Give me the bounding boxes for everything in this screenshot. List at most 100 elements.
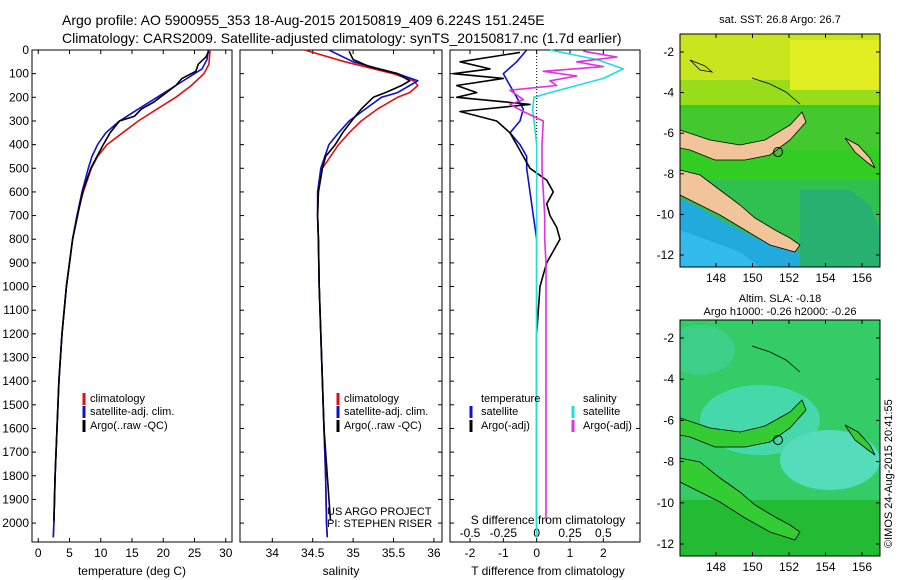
difference-xlabel: T difference from climatology bbox=[471, 564, 625, 578]
sla-map-title-1: Altim. SLA: -0.18 bbox=[739, 293, 822, 305]
salinity-chart: 34 34.5 35 35.5 36 bbox=[240, 49, 442, 560]
x-tick-label: 10 bbox=[94, 546, 108, 560]
y-tick-label: 900 bbox=[9, 256, 29, 270]
series-argo bbox=[53, 50, 210, 521]
y-tick-label: 1800 bbox=[2, 469, 29, 483]
sst-map-title: sat. SST: 26.8 Argo: 26.7 bbox=[719, 14, 841, 26]
map-y-tick-label: -6 bbox=[663, 126, 674, 140]
temperature-legend: climatology satellite-adj. clim. Argo(..… bbox=[82, 393, 174, 432]
y-tick-label: 1600 bbox=[2, 421, 29, 435]
temperature-xlabel: temperature (deg C) bbox=[78, 564, 186, 578]
legend-satellite: satellite-adj. clim. bbox=[90, 406, 174, 418]
y-tick-label: 1000 bbox=[2, 280, 29, 294]
y-tick-label: 2000 bbox=[2, 516, 29, 530]
map-x-tick-label: 150 bbox=[742, 271, 762, 285]
difference-legend: temperature salinity satellite Argo(-adj… bbox=[469, 393, 632, 432]
x-tick-label: 0 bbox=[533, 546, 540, 560]
y-tick-label: 800 bbox=[9, 232, 29, 246]
y-tick-label: 400 bbox=[9, 138, 29, 152]
x-tick-label: 0 bbox=[35, 546, 42, 560]
map-y-tick-label: -10 bbox=[657, 207, 675, 221]
legend-argo: Argo(..raw -QC) bbox=[90, 420, 168, 432]
x-tick-label: 34.5 bbox=[301, 546, 325, 560]
x-tick-label: 35.5 bbox=[382, 546, 406, 560]
credit: ©IMOS 24-Aug-2015 20:41:55 bbox=[883, 399, 895, 548]
map-y-tick-label: -8 bbox=[663, 455, 674, 469]
x-tick-label: 15 bbox=[125, 546, 139, 560]
y-tick-label: 1100 bbox=[3, 303, 29, 317]
title-line-2: Climatology: CARS2009. Satellite-adjuste… bbox=[62, 30, 622, 46]
map-y-tick-label: -4 bbox=[663, 372, 674, 386]
y-tick-label: 300 bbox=[9, 114, 29, 128]
salinity-legend: climatology satellite-adj. clim. Argo(..… bbox=[336, 393, 428, 432]
map-y-tick-label: -4 bbox=[663, 86, 674, 100]
x-tick-label: 20 bbox=[157, 546, 171, 560]
legend-t-argo: Argo(-adj) bbox=[481, 420, 530, 432]
y-tick-label: 600 bbox=[9, 185, 29, 199]
difference-chart: -2 -1 0 1 2-0.5 -0.25 0 0.25 0.5 bbox=[450, 49, 640, 560]
sla-map bbox=[680, 320, 880, 556]
map-x-tick-label: 156 bbox=[852, 560, 872, 574]
map-x-tick-label: 152 bbox=[779, 271, 799, 285]
legend-title-temperature: temperature bbox=[481, 393, 540, 405]
legend-argo: Argo(..raw -QC) bbox=[344, 420, 422, 432]
series-t-argo bbox=[452, 51, 561, 524]
y-tick-label: 1500 bbox=[2, 398, 29, 412]
map-y-tick-label: -8 bbox=[663, 167, 674, 181]
pi-label: PI: STEPHEN RISER bbox=[327, 518, 432, 530]
s-tick-label: 0.25 bbox=[558, 526, 582, 540]
map-x-tick-label: 156 bbox=[852, 271, 872, 285]
y-tick-label: 0 bbox=[22, 43, 29, 57]
map-x-tick-label: 148 bbox=[706, 560, 726, 574]
map-y-tick-label: -12 bbox=[657, 537, 675, 551]
sst-map bbox=[680, 34, 880, 267]
legend-s-argo: Argo(-adj) bbox=[583, 420, 632, 432]
y-tick-label: 700 bbox=[9, 209, 29, 223]
x-tick-label: 2 bbox=[600, 546, 607, 560]
y-tick-label: 1400 bbox=[2, 374, 29, 388]
s-tick-label: -0.25 bbox=[490, 526, 518, 540]
s-tick-label: 0.5 bbox=[595, 526, 612, 540]
legend-satellite: satellite-adj. clim. bbox=[344, 406, 428, 418]
sla-map-axes: -2 -4 -6 -8 -10 -12 148 150 152 154 156 bbox=[657, 320, 880, 574]
map-x-tick-label: 154 bbox=[815, 271, 835, 285]
legend-title-salinity: salinity bbox=[583, 393, 617, 405]
legend-climatology: climatology bbox=[344, 393, 400, 405]
y-tick-label: 1700 bbox=[2, 445, 29, 459]
x-tick-label: 36 bbox=[427, 546, 441, 560]
sla-map-title-2: Argo h1000: -0.26 h2000: -0.26 bbox=[704, 306, 857, 318]
temperature-chart: 0100200300400500600700800900100011001200… bbox=[2, 43, 232, 560]
x-tick-label: 35 bbox=[346, 546, 360, 560]
series-s-satellite bbox=[531, 49, 625, 538]
x-tick-label: 34 bbox=[266, 546, 280, 560]
salinity-panel bbox=[239, 49, 443, 543]
sst-map-axes: -2 -4 -6 -8 -10 -12 148 150 152 154 156 bbox=[657, 34, 880, 285]
x-tick-label: 1 bbox=[567, 546, 574, 560]
x-tick-label: -2 bbox=[465, 546, 476, 560]
s-tick-label: -0.5 bbox=[460, 526, 481, 540]
title-line-1: Argo profile: AO 5900955_353 18-Aug-2015… bbox=[62, 12, 545, 28]
difference-panel bbox=[449, 49, 641, 543]
y-tick-label: 100 bbox=[9, 67, 29, 81]
map-x-tick-label: 150 bbox=[742, 560, 762, 574]
y-tick-label: 1900 bbox=[2, 492, 29, 506]
y-tick-label: 1300 bbox=[2, 351, 29, 365]
map-x-tick-label: 148 bbox=[706, 271, 726, 285]
x-tick-label: 5 bbox=[66, 546, 73, 560]
map-y-tick-label: -2 bbox=[663, 331, 674, 345]
legend-climatology: climatology bbox=[90, 393, 146, 405]
project-label: US ARGO PROJECT bbox=[327, 506, 432, 518]
x-tick-label: 30 bbox=[219, 546, 233, 560]
x-tick-label: -1 bbox=[498, 546, 509, 560]
map-y-tick-label: -12 bbox=[657, 248, 675, 262]
legend-t-satellite: satellite bbox=[481, 406, 518, 418]
salinity-xlabel: salinity bbox=[323, 564, 360, 578]
y-tick-label: 200 bbox=[9, 90, 29, 104]
series-argo bbox=[316, 50, 411, 521]
map-x-tick-label: 152 bbox=[779, 560, 799, 574]
difference-toplabel: S difference from climatology bbox=[471, 513, 626, 527]
map-y-tick-label: -6 bbox=[663, 413, 674, 427]
legend-s-satellite: satellite bbox=[583, 406, 620, 418]
temperature-panel bbox=[31, 49, 233, 543]
